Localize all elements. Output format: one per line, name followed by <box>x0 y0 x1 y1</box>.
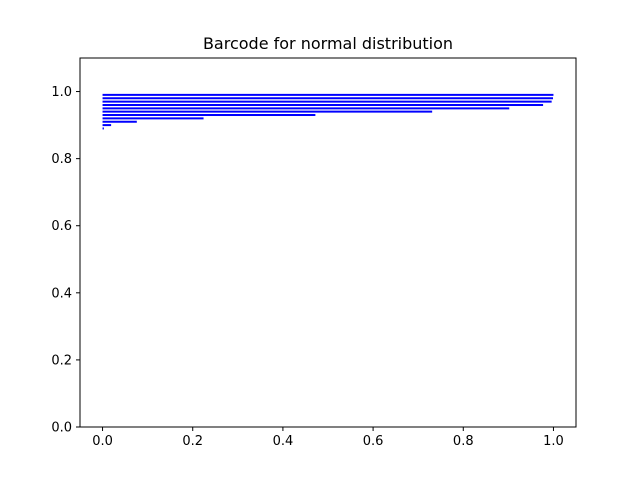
y-axis: 0.0 0.2 0.4 0.6 0.8 1.0 <box>51 85 80 436</box>
x-tick-label-2: 0.4 <box>273 434 294 449</box>
segments-layer <box>102 93 554 130</box>
chart-title: Barcode for normal distribution <box>203 34 453 53</box>
x-tick-label-3: 0.6 <box>363 434 384 449</box>
y-tick-label-0: 0.0 <box>51 421 72 436</box>
axes-frame <box>79 57 577 428</box>
x-tick-label-0: 0.0 <box>92 434 113 449</box>
x-axis: 0.0 0.2 0.4 0.6 0.8 1.0 <box>92 427 564 449</box>
x-tick-label-4: 0.8 <box>453 434 474 449</box>
x-tick-label-5: 1.0 <box>543 434 564 449</box>
y-tick-label-5: 1.0 <box>51 85 72 100</box>
y-tick-label-3: 0.6 <box>51 219 72 234</box>
y-tick-label-2: 0.4 <box>51 286 72 301</box>
y-tick-label-1: 0.2 <box>51 353 72 368</box>
y-tick-label-4: 0.8 <box>51 152 72 167</box>
x-tick-label-1: 0.2 <box>182 434 203 449</box>
